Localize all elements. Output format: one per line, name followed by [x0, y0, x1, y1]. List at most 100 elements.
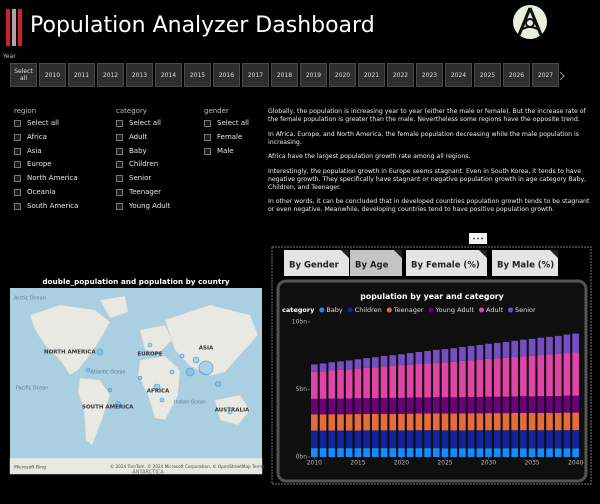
year-button[interactable]: 2010 — [39, 63, 66, 87]
x-tick-label: 2040 — [568, 460, 583, 467]
slicer-item[interactable]: Female — [204, 133, 299, 142]
checkbox[interactable] — [116, 175, 123, 183]
bar-segment — [520, 448, 527, 457]
slicer-item[interactable]: Male — [204, 147, 299, 156]
year-button[interactable]: 2024 — [445, 63, 472, 87]
scroll-right[interactable] — [559, 71, 565, 81]
year-button[interactable]: 2027 — [532, 63, 559, 87]
bar-segment — [406, 397, 414, 414]
slicer-item[interactable]: Select all — [204, 119, 299, 128]
map: Arctic Ocean NORTH AMERICA EUROPE ASIA Atlan… — [9, 288, 264, 476]
year-button[interactable]: 2013 — [126, 63, 153, 87]
bar-segment — [554, 335, 562, 354]
bar-segment — [424, 430, 431, 449]
slicer-item[interactable]: Select all — [14, 119, 109, 128]
bar-segment — [528, 396, 536, 413]
bar-segment — [546, 396, 553, 413]
bar-segment — [432, 448, 440, 457]
slicer-item[interactable]: Children — [116, 160, 211, 169]
bar-segment — [345, 360, 353, 370]
year-button[interactable]: 2016 — [213, 63, 240, 87]
slicer-label: Teenager — [129, 188, 162, 196]
bar-segment — [467, 345, 475, 361]
year-button[interactable]: 2017 — [242, 63, 269, 87]
tab-label[interactable]: By Age — [355, 261, 389, 271]
slicer-item[interactable]: Asia — [14, 147, 109, 156]
checkbox[interactable] — [116, 133, 123, 141]
bar-segment — [337, 448, 344, 457]
year-button[interactable]: 2018 — [271, 63, 298, 87]
slicer-item[interactable]: Teenager — [116, 188, 211, 197]
tab-label[interactable]: By Female (%) — [411, 261, 480, 271]
tab[interactable]: By Age — [350, 250, 402, 276]
slicer-item[interactable]: Africa — [14, 133, 109, 142]
slicer-item[interactable]: North America — [14, 174, 109, 183]
bar-segment — [424, 448, 431, 457]
slicer-item[interactable]: Oceania — [14, 188, 109, 197]
bar-segment — [406, 364, 414, 398]
slicer-label: Baby — [129, 146, 147, 155]
checkbox[interactable] — [14, 147, 21, 155]
bar-segment — [459, 413, 466, 431]
slicer-item[interactable]: Europe — [14, 160, 109, 169]
tab[interactable]: By Male (%) — [492, 250, 558, 276]
slicer-item[interactable]: Select all — [116, 119, 211, 128]
year-button[interactable]: Select all — [10, 63, 37, 87]
bar-segment — [528, 430, 536, 449]
year-button[interactable]: 2012 — [97, 63, 124, 87]
bar-segment — [493, 342, 501, 359]
bar-segment — [476, 413, 484, 431]
bar-segment — [311, 414, 318, 431]
slicer-item[interactable]: Young Adult — [116, 202, 211, 211]
year-button[interactable]: 2011 — [68, 63, 95, 87]
tab-label[interactable]: By Male (%) — [497, 261, 554, 271]
year-button[interactable]: 2019 — [300, 63, 327, 87]
tab-label[interactable]: By Gender — [289, 261, 340, 271]
slicer-item[interactable]: Adult — [116, 133, 211, 142]
checkbox[interactable] — [14, 202, 21, 210]
bar-segment — [432, 349, 440, 363]
year-button[interactable]: 2022 — [387, 63, 414, 87]
map-label: Pacific Ocean — [16, 386, 48, 392]
year-button[interactable]: 2020 — [329, 63, 356, 87]
map-label: Atlantic Ocean — [90, 370, 125, 376]
tab[interactable]: By Gender — [284, 250, 349, 276]
checkbox[interactable] — [204, 147, 211, 155]
tab[interactable]: By Female (%) — [406, 250, 487, 276]
narrative: Globally, the population is increasing y… — [268, 108, 590, 221]
bar-segment — [432, 397, 440, 414]
legend-swatch — [319, 307, 325, 313]
slicer-item[interactable]: Senior — [116, 174, 211, 183]
year-button[interactable]: 2025 — [474, 63, 501, 87]
bar-segment — [432, 430, 440, 449]
slicer-item[interactable]: Baby — [116, 147, 211, 156]
bar-segment — [363, 430, 370, 449]
year-button[interactable]: 2021 — [358, 63, 385, 87]
checkbox[interactable] — [116, 161, 123, 169]
checkbox[interactable] — [14, 175, 21, 183]
slicer-label: Europe — [27, 160, 52, 169]
bar-segment — [511, 396, 518, 413]
year-button[interactable]: 2023 — [416, 63, 443, 87]
checkbox[interactable] — [116, 120, 123, 127]
year-button[interactable]: 2015 — [184, 63, 211, 87]
bar-segment — [441, 448, 449, 457]
checkbox[interactable] — [116, 147, 123, 155]
year-button[interactable]: 2026 — [503, 63, 530, 87]
bar-segment — [493, 358, 501, 397]
bar-segment — [459, 430, 466, 449]
checkbox[interactable] — [14, 161, 21, 169]
slicer-item[interactable]: South America — [14, 202, 109, 211]
checkbox[interactable] — [204, 120, 211, 127]
checkbox[interactable] — [14, 120, 21, 127]
checkbox[interactable] — [14, 133, 21, 141]
checkbox[interactable] — [116, 189, 123, 196]
year-button[interactable]: 2014 — [155, 63, 182, 87]
slicer-label: South America — [27, 201, 79, 210]
bar-segment — [380, 448, 388, 457]
checkbox[interactable] — [116, 202, 123, 210]
checkbox[interactable] — [204, 133, 211, 141]
more-options[interactable] — [469, 233, 487, 244]
checkbox[interactable] — [14, 189, 21, 196]
bar-segment — [380, 356, 388, 367]
